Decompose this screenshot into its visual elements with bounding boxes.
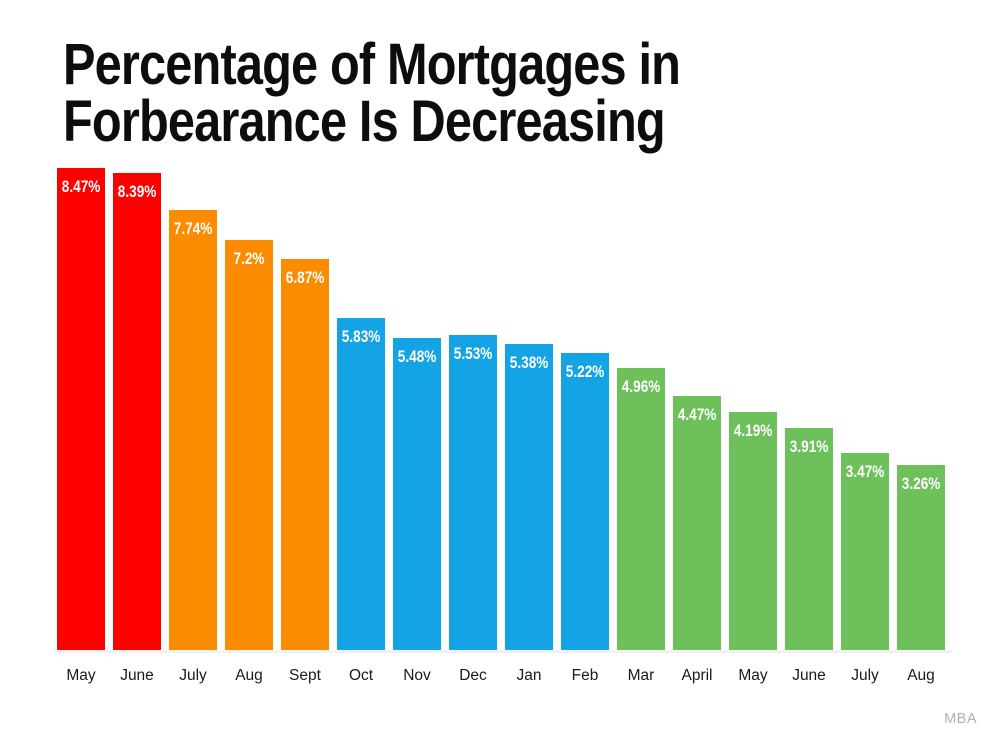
x-axis-label: June (792, 667, 826, 684)
x-axis-label: May (738, 667, 768, 684)
bar-value-label: 8.47% (61, 177, 101, 196)
bar-3-aug: 7.2% (225, 240, 273, 650)
x-axis-labels: May June July Aug Sept Oct Nov Dec Jan Feb Mar Apri… (57, 667, 945, 685)
bar-7-dec: 5.53% (449, 335, 497, 650)
bar-value-label: 5.48% (397, 347, 437, 367)
bar-12-may: 4.19% (729, 411, 777, 650)
bar-14-july: 3.47% (841, 452, 889, 650)
bar-value-label: 8.39% (117, 181, 157, 201)
bar-8-jan: 5.38% (505, 343, 553, 650)
bar-value-label: 3.47% (845, 461, 885, 481)
x-axis-label: Sept (289, 667, 321, 684)
x-axis-label: April (681, 667, 713, 684)
x-axis-line (54, 650, 952, 653)
bar-15-aug: 3.26% (897, 464, 945, 650)
bar-2-july: 7.74% (169, 209, 217, 650)
x-axis-label: Aug (235, 667, 263, 684)
x-axis-label: Jan (516, 667, 542, 684)
x-axis-label: Aug (907, 667, 935, 684)
x-axis-label: July (179, 667, 207, 684)
x-axis-label: Oct (348, 667, 374, 684)
bar-value-label: 7.74% (173, 218, 213, 238)
bar-value-label: 5.22% (565, 361, 605, 381)
x-axis-label: July (851, 667, 879, 684)
bar-value-label: 3.26% (901, 473, 941, 493)
bar-0-may: 8.47% (57, 168, 105, 650)
x-axis-label: Dec (459, 667, 487, 684)
bars-container: 8.47% 8.39% 7.74% 7.2% 6.87% 5.83% 5.48% 5.53% 5… (57, 168, 945, 650)
bar-5-oct: 5.83% (337, 318, 385, 650)
bar-value-label: 4.19% (733, 420, 773, 440)
bar-6-nov: 5.48% (393, 338, 441, 650)
bar-chart: 8.47% 8.39% 7.74% 7.2% 6.87% 5.83% 5.48% 5.53% 5… (54, 168, 952, 685)
bar-value-label: 3.91% (789, 436, 829, 456)
x-axis-label: Feb (571, 667, 599, 684)
bar-value-label: 5.83% (341, 327, 381, 347)
bar-13-june: 3.91% (785, 427, 833, 650)
bar-value-label: 6.87% (285, 268, 325, 288)
x-axis-label: Nov (403, 667, 431, 684)
chart-title-line1: Percentage of Mortgages in (63, 32, 681, 97)
bar-value-label: 4.96% (621, 376, 661, 396)
bar-value-label: 4.47% (677, 404, 717, 424)
bar-value-label: 5.38% (509, 352, 549, 372)
source-label: MBA (944, 711, 977, 727)
bar-9-feb: 5.22% (561, 352, 609, 650)
chart-title-line2: Forbearance Is Decreasing (63, 89, 666, 154)
bar-4-sept: 6.87% (281, 259, 329, 650)
chart-title: Percentage of Mortgages in Forbearance Is… (63, 36, 681, 151)
bar-11-april: 4.47% (673, 395, 721, 650)
x-axis-label: Mar (627, 667, 655, 684)
x-axis-label: May (66, 667, 96, 684)
bar-1-june: 8.39% (113, 172, 161, 650)
x-axis-label: June (120, 667, 154, 684)
bar-value-label: 5.53% (453, 344, 493, 364)
bar-10-mar: 4.96% (617, 367, 665, 650)
bar-value-label: 7.2% (233, 249, 265, 269)
